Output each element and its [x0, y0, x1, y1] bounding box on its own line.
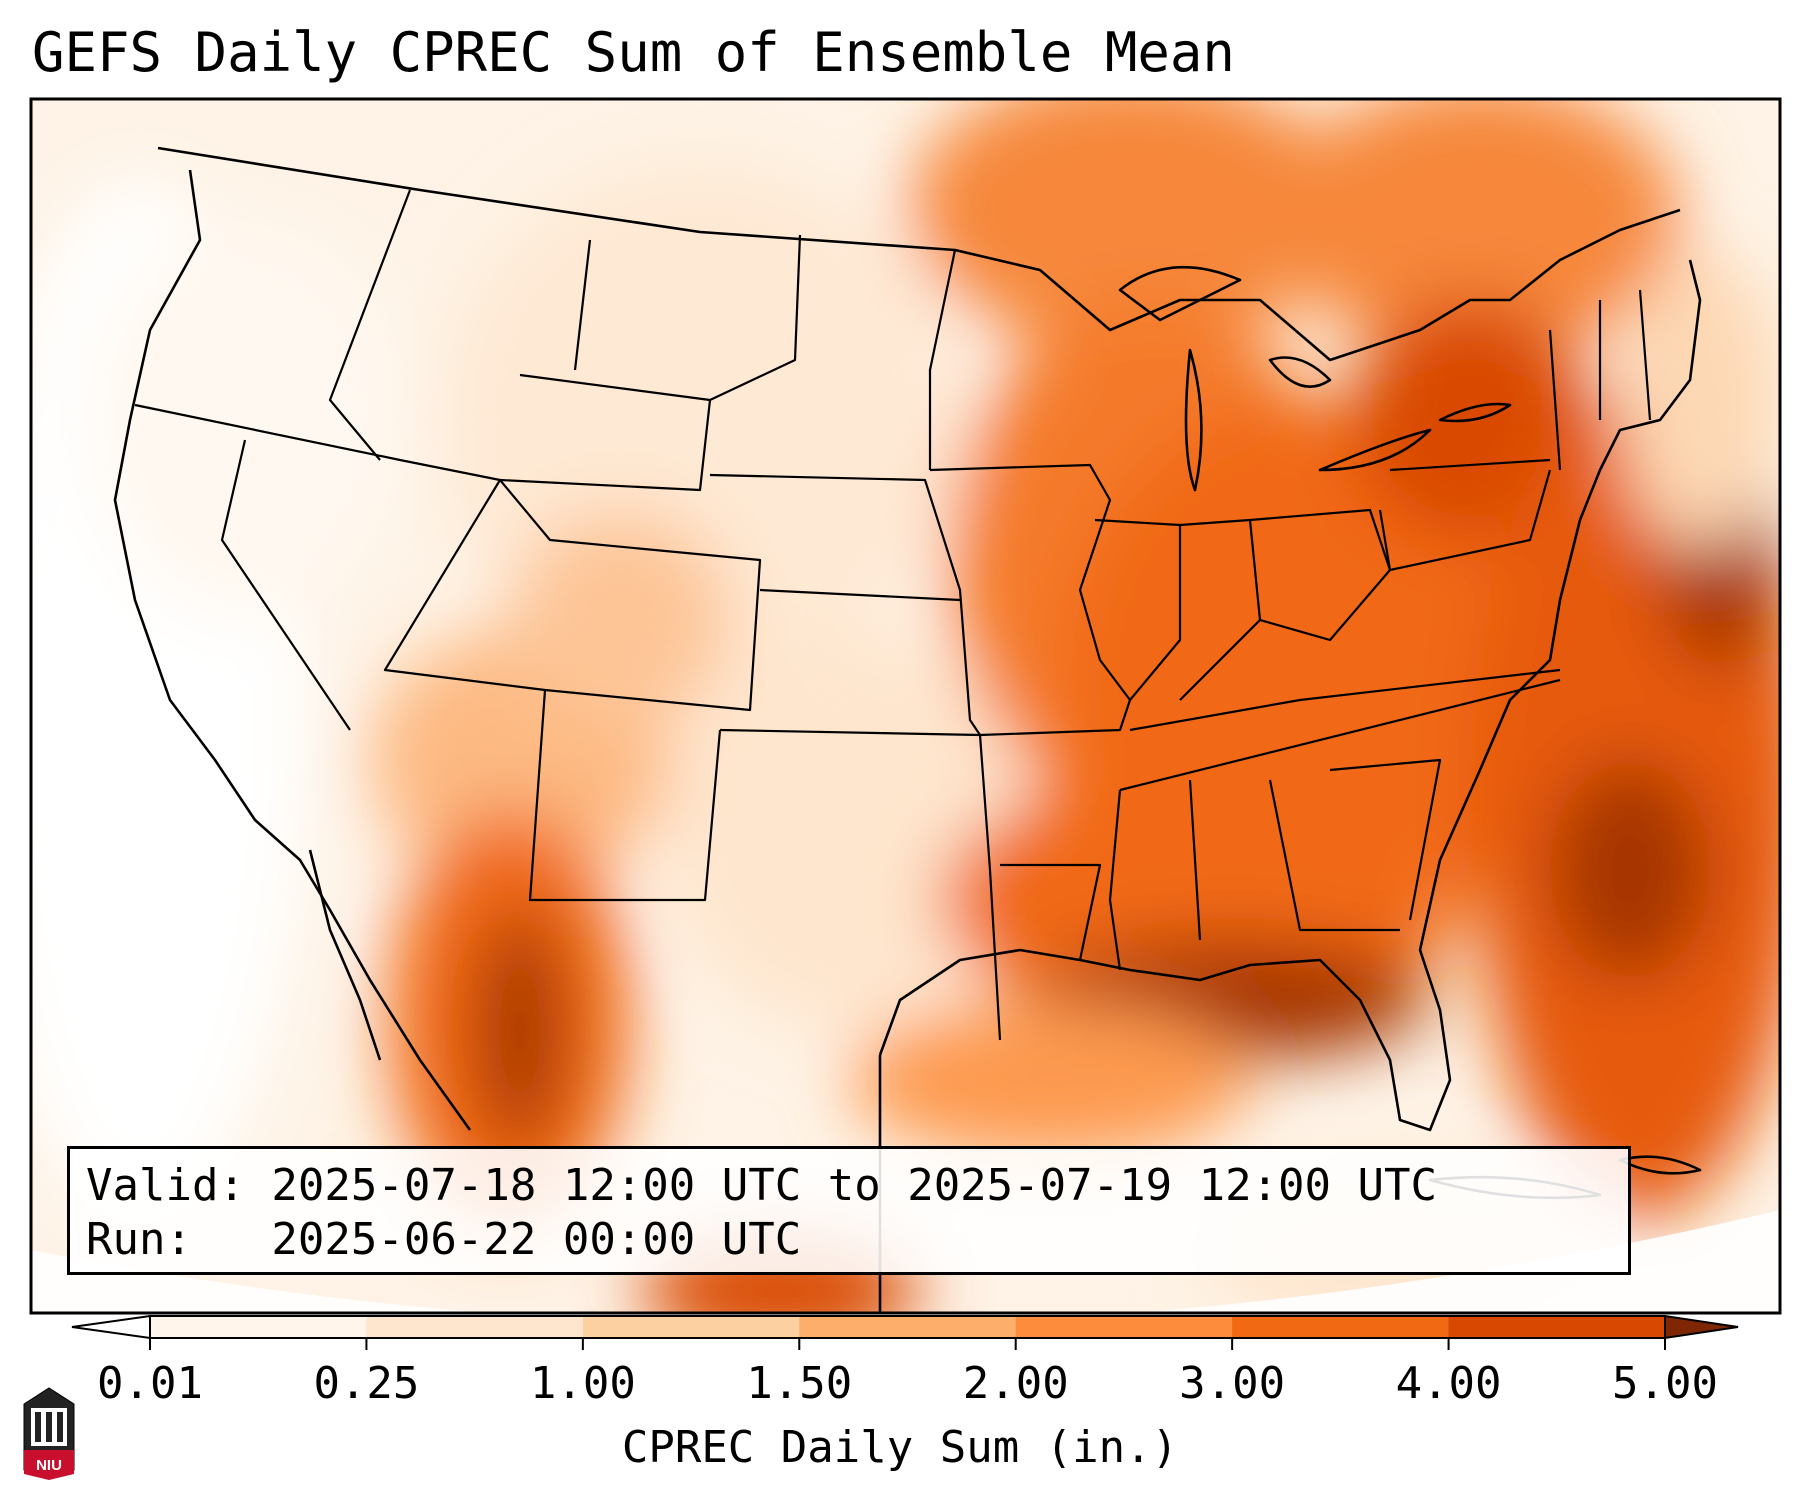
colorbar-tick-label: 1.00	[529, 1358, 636, 1409]
colorbar-frame	[149, 1315, 1666, 1339]
projection-edge	[31, 1210, 1780, 1313]
colorbar-segment	[150, 1316, 367, 1338]
colorbar-segment	[1015, 1316, 1233, 1338]
colorbar-tick-label: 4.00	[1395, 1358, 1502, 1409]
colorbar-under-arrow	[71, 1314, 151, 1340]
colorbar-segment	[799, 1316, 1017, 1338]
colorbar-segment	[366, 1316, 584, 1338]
colorbar-tick-label: 0.25	[313, 1358, 420, 1409]
valid-time-line: Valid: 2025-07-18 12:00 UTC to 2025-07-1…	[86, 1160, 1438, 1211]
map-frame	[29, 97, 1782, 1315]
colorbar-tick-label: 2.00	[962, 1358, 1069, 1409]
info-box: Valid: 2025-07-18 12:00 UTC to 2025-07-1…	[67, 1146, 1631, 1275]
logo-text: NIU	[36, 1457, 62, 1474]
colorbar	[71, 1314, 1739, 1350]
colorbar-tick-label: 5.00	[1612, 1358, 1718, 1409]
colorbar-segment	[1448, 1316, 1666, 1338]
niu-logo: NIU	[23, 1387, 75, 1480]
state-borders	[134, 189, 1652, 1041]
colorbar-tick-label: 1.50	[746, 1358, 853, 1409]
colorbar-over-arrow	[1664, 1314, 1739, 1340]
coastlines	[113, 146, 1702, 1313]
precip-field	[31, 99, 1780, 1313]
colorbar-label: CPREC Daily Sum (in.)	[621, 1422, 1179, 1473]
colorbar-tick-label: 3.00	[1179, 1358, 1286, 1409]
colorbar-segment	[582, 1316, 800, 1338]
map-title: GEFS Daily CPREC Sum of Ensemble Mean	[32, 21, 1235, 84]
colorbar-tick-label: 0.01	[97, 1358, 203, 1409]
run-time-line: Run: 2025-06-22 00:00 UTC	[86, 1214, 802, 1265]
colorbar-segment	[1232, 1316, 1450, 1338]
